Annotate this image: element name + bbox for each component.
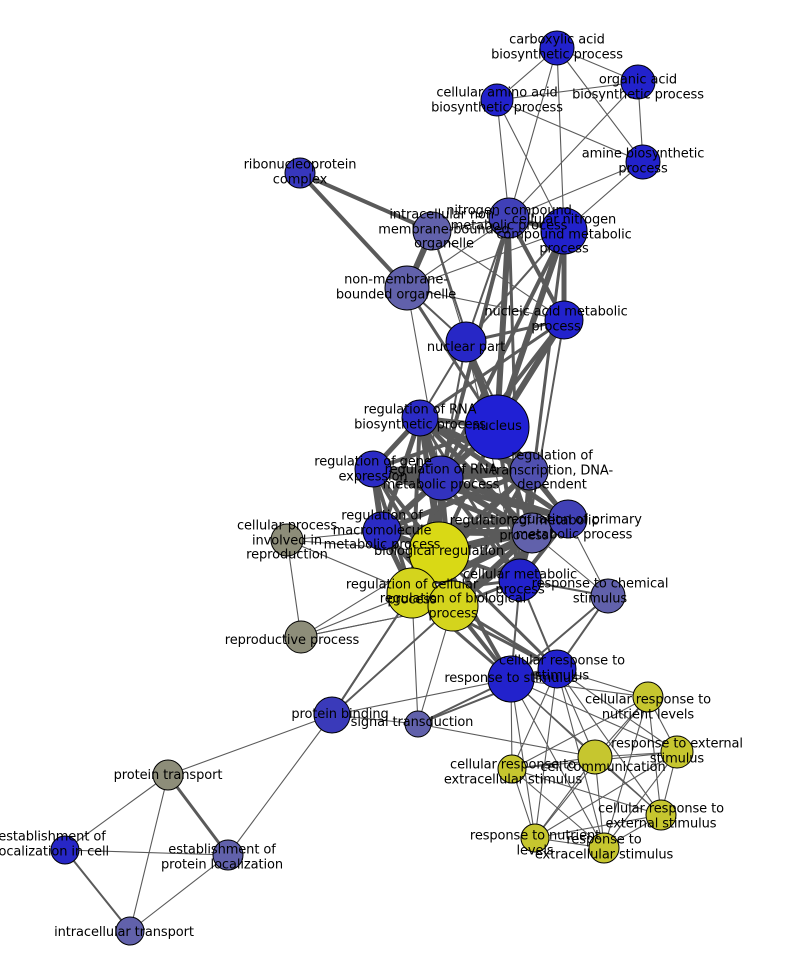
graph-edge bbox=[603, 751, 678, 849]
graph-node-cellular-amino-acid-biosynthetic-process[interactable] bbox=[480, 83, 514, 117]
graph-node-nuclear-part[interactable] bbox=[445, 321, 487, 363]
graph-edge bbox=[496, 81, 639, 101]
graph-edge bbox=[511, 768, 662, 816]
graph-edge bbox=[603, 696, 649, 849]
graph-node-establishment-of-localization-in-cell[interactable] bbox=[50, 835, 80, 865]
graph-node-reproductive-process[interactable] bbox=[284, 620, 318, 654]
graph-edge bbox=[227, 714, 333, 856]
graph-edge bbox=[534, 814, 662, 839]
graph-node-response-to-chemical-stimulus[interactable] bbox=[590, 578, 626, 614]
graph-node-cell-communication[interactable] bbox=[577, 739, 613, 775]
graph-edge bbox=[379, 468, 532, 534]
graph-edge bbox=[64, 849, 229, 856]
graph-edge bbox=[496, 99, 565, 232]
graph-node-protein-binding[interactable] bbox=[313, 696, 351, 734]
graph-node-cellular-process-involved-in-reproduction[interactable] bbox=[270, 523, 304, 557]
graph-node-response-to-stimulus[interactable] bbox=[487, 655, 535, 703]
graph-node-organic-acid-biosynthetic-process[interactable] bbox=[620, 64, 656, 100]
graph-edge bbox=[64, 849, 131, 932]
graph-edge bbox=[511, 768, 605, 849]
graph-node-nucleic-acid-metabolic-process[interactable] bbox=[544, 300, 584, 340]
graph-edge bbox=[406, 287, 565, 321]
graph-node-nitrogen-compound-metabolic-process[interactable] bbox=[488, 197, 530, 239]
graph-node-amine-biosynthetic-process[interactable] bbox=[625, 144, 661, 180]
graph-node-cellular-metabolic-process[interactable] bbox=[498, 558, 542, 602]
graph-edge bbox=[647, 696, 662, 816]
graph-node-non-membrane-bounded-organelle[interactable] bbox=[384, 265, 430, 311]
graph-node-regulation-of-rna-biosynthetic-process[interactable] bbox=[401, 399, 439, 437]
graph-edge bbox=[510, 678, 605, 849]
graph-node-intracellular-non-membrane-bounded-organelle[interactable] bbox=[412, 211, 452, 251]
graph-node-cellular-nitrogen-compound-metabolic-process[interactable] bbox=[540, 207, 588, 255]
graph-edge bbox=[556, 668, 662, 816]
graph-edge bbox=[508, 161, 644, 219]
graph-edge bbox=[534, 668, 558, 839]
graph-node-regulation-of-rna-metabolic-process[interactable] bbox=[418, 455, 464, 501]
graph-edge bbox=[496, 99, 644, 163]
graph-node-regulation-of-gene-expression[interactable] bbox=[354, 450, 392, 488]
graph-edge bbox=[556, 47, 565, 232]
graph-node-response-to-nutrient-levels[interactable] bbox=[520, 823, 550, 853]
graph-node-cellular-response-to-extracellular-stimulus[interactable] bbox=[497, 754, 527, 784]
graph-node-nucleus[interactable] bbox=[464, 394, 530, 460]
graph-node-regulation-of-biological-process[interactable] bbox=[427, 580, 479, 632]
nodes-layer bbox=[50, 30, 694, 946]
graph-edge bbox=[556, 668, 678, 753]
graph-node-response-to-extracellular-stimulus[interactable] bbox=[588, 832, 620, 864]
graph-edge bbox=[298, 171, 409, 290]
graph-edge bbox=[298, 171, 434, 233]
graph-node-establishment-of-protein-localization[interactable] bbox=[212, 839, 244, 871]
graph-edge bbox=[331, 605, 454, 716]
graph-edge bbox=[418, 318, 566, 420]
graph-node-ribonucleoprotein-complex[interactable] bbox=[284, 157, 316, 189]
graph-node-cellular-response-to-external-stimulus[interactable] bbox=[645, 799, 677, 831]
graph-edge bbox=[417, 723, 596, 758]
graph-edge bbox=[331, 678, 512, 716]
graph-node-cellular-response-to-nutrient-levels[interactable] bbox=[632, 681, 664, 713]
graph-edge bbox=[129, 854, 229, 932]
edges-layer bbox=[64, 47, 678, 932]
graph-edge bbox=[406, 230, 565, 289]
graph-node-regulation-of-metabolic-process[interactable] bbox=[511, 512, 553, 554]
graph-edge bbox=[167, 714, 333, 776]
graph-node-intracellular-transport[interactable] bbox=[115, 916, 145, 946]
graph-node-cellular-response-to-stimulus[interactable] bbox=[537, 649, 577, 689]
graph-node-regulation-of-transcription-dna-dependent[interactable] bbox=[509, 451, 549, 491]
graph-node-biological-regulation[interactable] bbox=[408, 521, 470, 583]
graph-node-regulation-of-primary-metabolic-process[interactable] bbox=[548, 499, 588, 539]
graph-node-protein-transport[interactable] bbox=[152, 759, 184, 791]
graph-edge bbox=[494, 215, 512, 430]
graph-node-carboxylic-acid-biosynthetic-process[interactable] bbox=[539, 30, 575, 66]
graph-edge bbox=[508, 47, 558, 219]
graph-edge bbox=[64, 774, 169, 851]
graph-edge bbox=[510, 678, 678, 753]
graph-edge bbox=[511, 696, 649, 770]
graph-edge bbox=[440, 341, 467, 479]
graph-edge bbox=[166, 773, 230, 857]
graph-node-signal-transduction[interactable] bbox=[404, 710, 432, 738]
graph-edge bbox=[431, 230, 565, 321]
graph-edge bbox=[510, 678, 536, 839]
graph-edge bbox=[508, 81, 639, 219]
graph-node-response-to-external-stimulus[interactable] bbox=[660, 735, 694, 769]
graph-node-regulation-of-macromolecule-metabolic-process[interactable] bbox=[362, 511, 402, 551]
graph-edge bbox=[534, 751, 678, 839]
graph-edge bbox=[556, 47, 644, 163]
